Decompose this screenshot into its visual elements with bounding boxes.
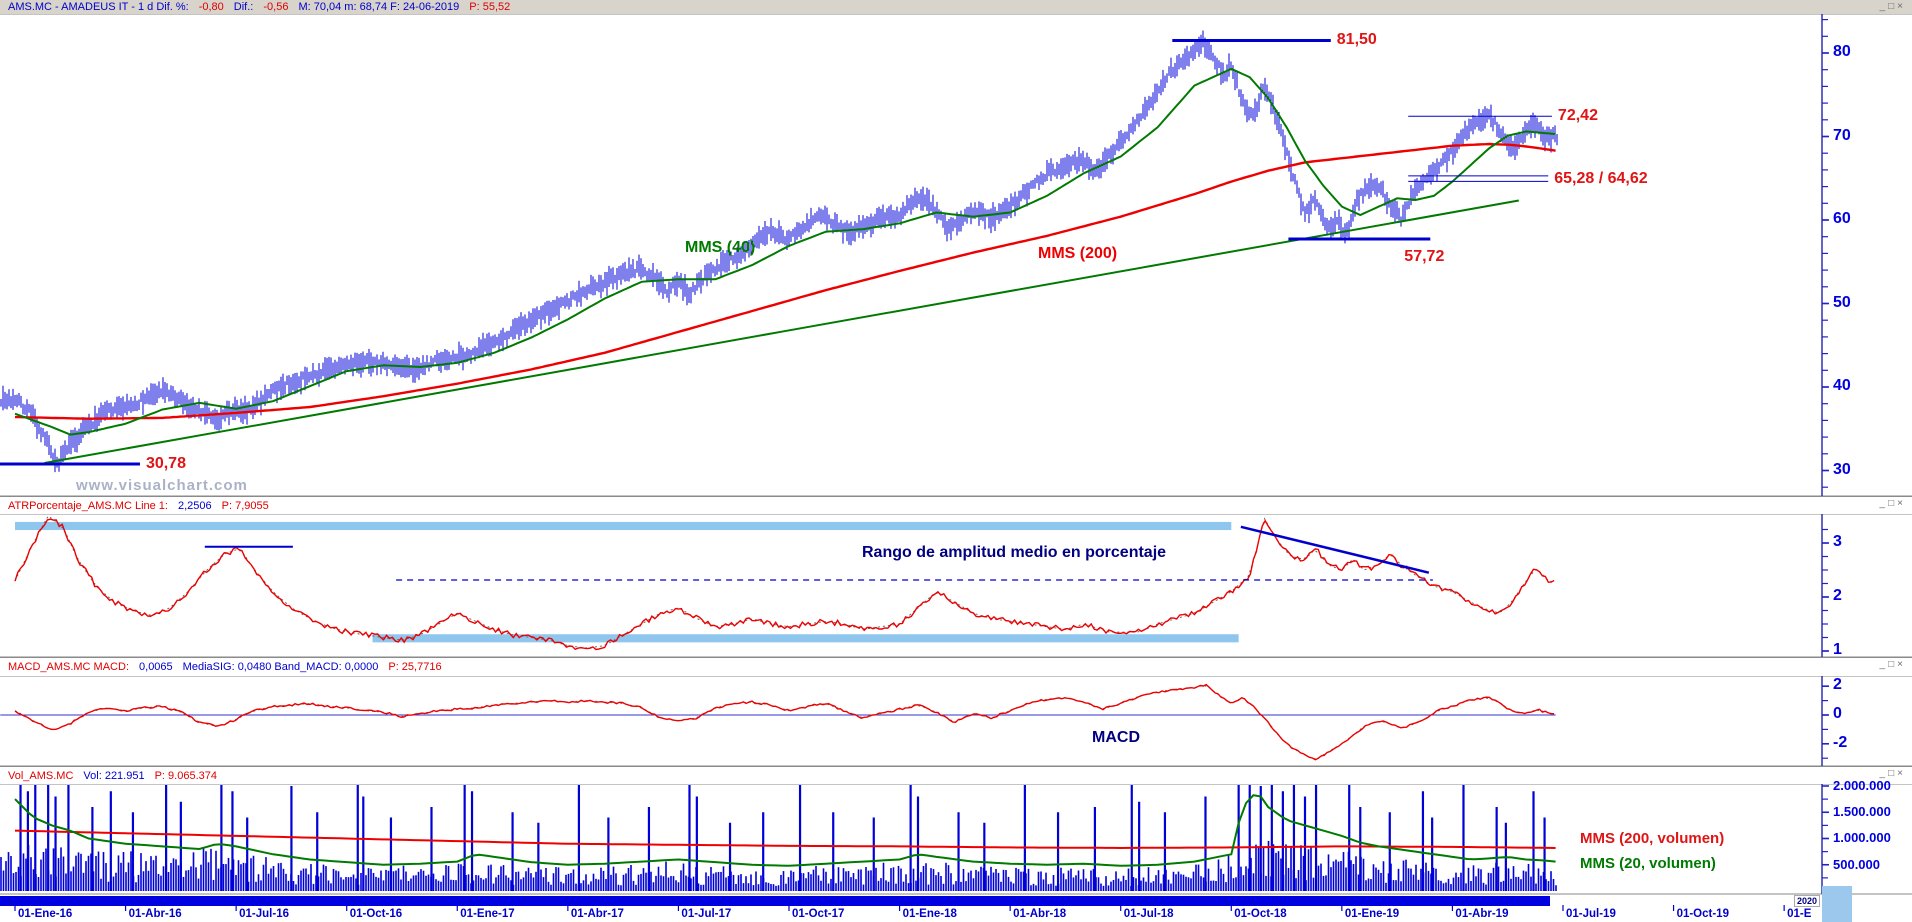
header-text: ATRPorcentaje_AMS.MC Line 1: [8,500,168,512]
x-axis-date-label: 01-Abr-18 [1013,908,1067,920]
volume-y-axis-label: 1.000.000 [1833,830,1891,846]
maximize-button[interactable]: □ [1888,498,1898,509]
x-axis-date-label: 01-Ene-18 [902,908,957,920]
x-axis-date-label: 01-Oct-18 [1234,908,1287,920]
x-axis-date-label: 01-Oct-17 [791,908,845,920]
x-axis-date-label: 01-Ene-17 [460,908,515,920]
price-y-axis-label: 70 [1833,126,1851,144]
close-button[interactable]: × [1897,1,1906,12]
header-text: M: 70,04 m: 68,74 F: 24-06-2019 [298,1,460,13]
volume-panel-header: Vol_AMS.MC Vol: 221.951 P: 9.065.374 [0,766,1912,784]
header-text: Vol: 221.951 [83,770,145,782]
macd-label: MACD [1092,729,1140,746]
price-panel-header: AMS.MC - AMADEUS IT - 1 d Dif. %: -0,80 Di… [0,0,1912,14]
header-text: MACD_AMS.MC MACD: [8,661,130,673]
mms200-line [15,142,1556,420]
macd-y-axis-label: 0 [1833,705,1842,723]
header-text: P: 25,7716 [388,661,442,673]
volume-y-axis-label: 2.000.000 [1833,777,1891,793]
volume-mms20-label: MMS (20, volumen) [1580,855,1716,872]
horizontal-scrollbar[interactable] [0,896,1550,906]
watermark: www.visualchart.com [76,477,248,494]
price-annotation-label: 65,28 / 64,62 [1554,169,1648,187]
price-y-axis-label: 60 [1833,210,1851,228]
mms40-label: MMS (40) [685,239,756,256]
header-text: P: 9.065.374 [154,770,217,782]
x-axis-date-label: 01-Jul-19 [1565,908,1616,920]
header-text: AMS.MC - AMADEUS IT - 1 d Dif. %: [8,1,189,13]
header-text: MediaSIG: 0,0480 Band_MACD: 0,0000 [182,661,379,673]
header-text: P: 7,9055 [221,500,269,512]
price-annotation-label: 72,42 [1557,107,1598,125]
close-button[interactable]: × [1897,768,1906,779]
price-y-axis-label: 50 [1833,293,1851,311]
atr-y-axis-label: 2 [1833,587,1842,605]
x-axis-date-label: 01-Ene-19 [1344,908,1400,920]
mms40-line [14,67,1556,436]
price-annotation-label: 57,72 [1404,248,1445,266]
macd-window-controls: _□× [1854,659,1906,670]
trend-line [44,199,1519,464]
x-axis-date-label: 01-Oct-16 [349,908,403,920]
price-annotation-label: 30,78 [145,454,186,472]
minimize-button[interactable]: _ [1879,659,1889,670]
atr-annotation-text: Rango de amplitud medio en porcentaje [862,544,1167,561]
x-axis-date-label: 01-Jul-16 [239,908,289,920]
atr-y-axis-label: 1 [1833,641,1842,659]
atr-annotation-line [1240,525,1430,574]
macd-y-axis-label: -2 [1833,733,1848,751]
price-y-axis-label: 30 [1833,460,1851,478]
atr-panel-header: ATRPorcentaje_AMS.MC Line 1: 2,2506 P: 7,9… [0,496,1912,514]
atr-band-low [372,634,1239,643]
header-text: -0,80 [198,1,224,13]
volume-mms200-line [14,829,1556,850]
atr-line [14,518,1555,651]
header-text: Dif.: [233,1,254,13]
header-text: Vol_AMS.MC [8,770,74,782]
header-text: P: 55,52 [469,1,511,13]
volume-mms20-line [14,794,1556,867]
price-annotation-label: 81,50 [1336,31,1377,49]
volume-mms200-label: MMS (200, volumen) [1580,830,1725,847]
header-text: -0,56 [263,1,289,13]
close-button[interactable]: × [1897,498,1906,509]
mms200-label: MMS (200) [1038,245,1118,262]
year-label: 2020 [1794,895,1821,907]
volume-y-axis-label: 500.000 [1833,856,1880,872]
volume-y-axis-label: 1.500.000 [1833,804,1891,820]
close-button[interactable]: × [1897,659,1906,670]
x-axis-date-label: 01-Abr-17 [570,908,624,920]
macd-y-axis-label: 2 [1833,676,1842,694]
x-axis-date-label: 01-Oct-19 [1676,908,1729,920]
header-text: 0,0065 [139,661,173,673]
header-text: 2,2506 [177,500,212,512]
x-axis-date-label: 01-Jul-17 [681,908,732,920]
minimize-button[interactable]: _ [1879,1,1889,12]
maximize-button[interactable]: □ [1888,1,1898,12]
atr-band-high [15,521,1232,531]
maximize-button[interactable]: □ [1888,768,1898,779]
macd-panel-header: MACD_AMS.MC MACD: 0,0065 MediaSIG: 0,0480 … [0,657,1912,676]
scrollbar-corner [1822,886,1852,922]
macd-line [14,683,1555,761]
price-y-axis-label: 40 [1833,377,1851,395]
x-axis-date-label: 01-Ene-16 [18,908,73,920]
x-axis-date-label: 01-Abr-16 [128,908,182,920]
x-axis-date-label: 01-E [1787,908,1812,920]
price-y-axis-label: 80 [1833,43,1851,61]
x-axis-date-label: 01-Abr-19 [1455,908,1509,920]
atr-window-controls: _□× [1854,498,1906,509]
minimize-button[interactable]: _ [1879,498,1889,509]
minimize-button[interactable]: _ [1879,768,1889,779]
price-window-controls: _□× [1854,1,1906,12]
x-axis-date-label: 01-Jul-18 [1123,908,1174,920]
volume-window-controls: _□× [1854,768,1906,779]
maximize-button[interactable]: □ [1888,659,1898,670]
atr-y-axis-label: 3 [1833,533,1842,551]
